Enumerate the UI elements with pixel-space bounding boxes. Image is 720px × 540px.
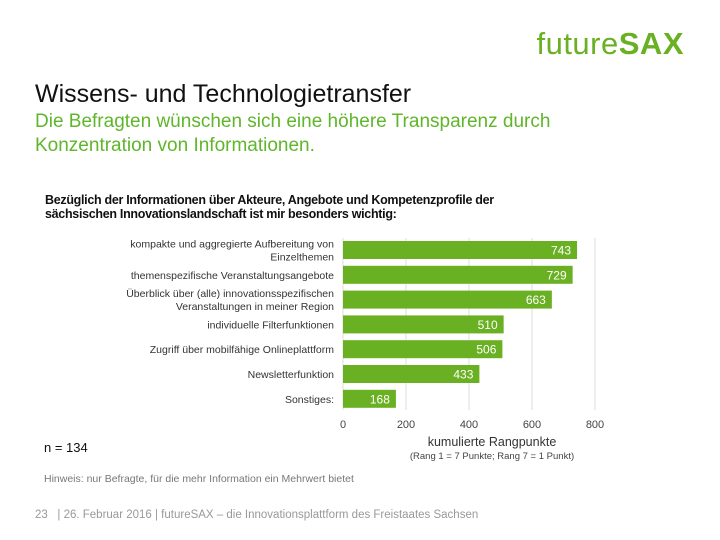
category-label: Newsletterfunktion [248, 369, 335, 381]
category-label: kompakte und aggregierte Aufbereitung vo… [130, 239, 334, 251]
category-label: Einzelthemen [270, 252, 334, 264]
bar [343, 340, 503, 359]
category-label: individuelle Filterfunktionen [207, 319, 334, 331]
x-tick-label: 800 [586, 419, 604, 431]
data-label: 168 [370, 392, 390, 406]
data-label: 433 [453, 368, 473, 382]
bar [343, 389, 396, 408]
category-label: Veranstaltungen in meiner Region [176, 301, 334, 313]
data-label: 743 [551, 244, 571, 258]
category-label: Sonstiges: [285, 394, 334, 406]
x-tick-label: 200 [397, 419, 415, 431]
bar [343, 290, 552, 309]
data-label: 510 [478, 318, 498, 332]
page-number: 23 [35, 509, 48, 521]
futuresax-logo: futureSAX [536, 26, 684, 62]
x-tick-label: 0 [340, 419, 346, 431]
bar [343, 265, 573, 284]
logo-suffix: SAX [618, 26, 684, 61]
bar [343, 365, 480, 383]
bar [343, 241, 578, 259]
data-label: 506 [476, 343, 496, 357]
logo-prefix: future [536, 26, 619, 61]
footer: 23 | 26. Februar 2016 | futureSAX – die … [35, 509, 478, 521]
hint-note: Hinweis: nur Befragte, für die mehr Info… [44, 473, 354, 485]
category-label: Zugriff über mobilfähige Onlineplattform [150, 344, 334, 356]
category-label: Überblick über (alle) innovationsspezifi… [126, 288, 334, 300]
x-axis-title: kumulierte Rangpunkte [428, 435, 557, 449]
bar [343, 315, 504, 334]
sample-size: n = 134 [44, 440, 88, 455]
x-tick-label: 600 [523, 419, 541, 431]
x-axis-subtitle: (Rang 1 = 7 Punkte; Rang 7 = 1 Punkt) [410, 451, 574, 462]
slide-title: Wissens- und Technologietransfer [35, 80, 412, 108]
data-label: 663 [526, 293, 546, 307]
footer-text: | 26. Februar 2016 | futureSAX – die Inn… [57, 509, 479, 521]
category-label: themenspezifische Veranstaltungsangebote [131, 270, 334, 282]
x-tick-label: 400 [460, 419, 478, 431]
chart-question: Bezüglich der Informationen über Akteure… [45, 193, 494, 221]
slide-subtitle: Die Befragten wünschen sich eine höhere … [35, 111, 551, 156]
data-label: 729 [547, 268, 567, 282]
